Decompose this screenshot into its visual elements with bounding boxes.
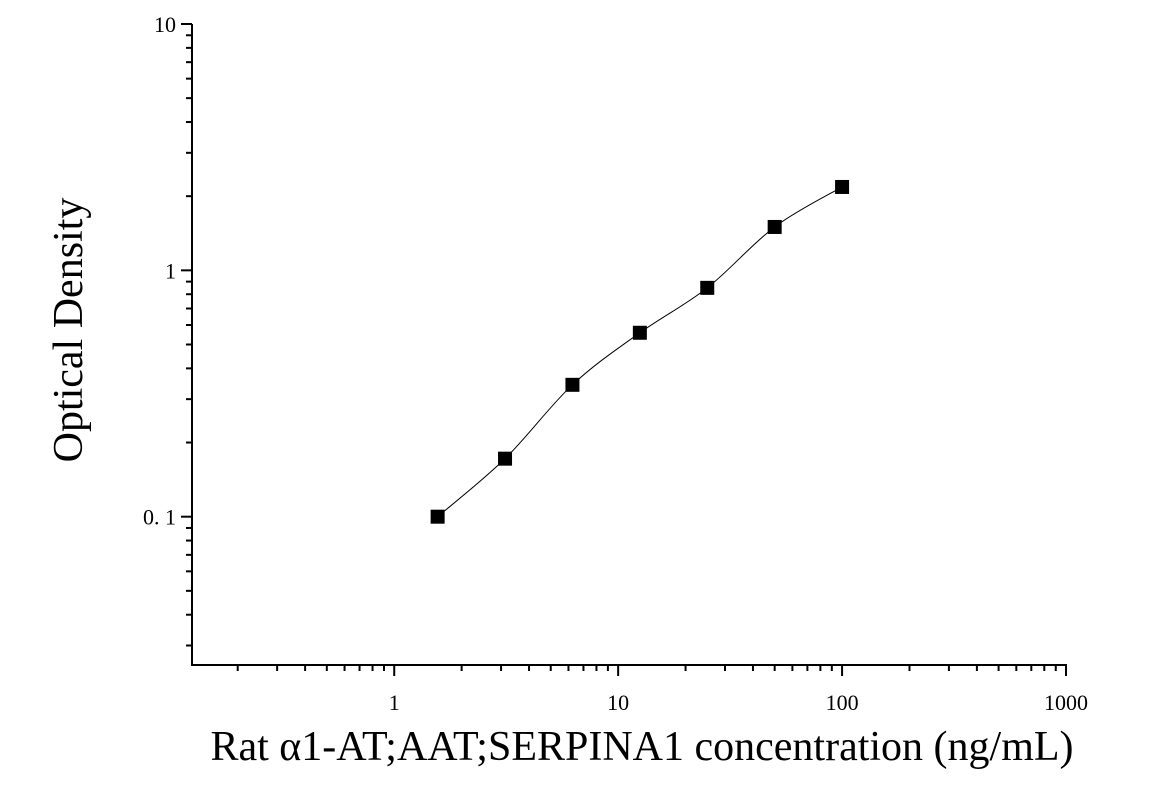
data-point xyxy=(565,377,580,392)
data-point xyxy=(632,325,647,340)
x-tick-label: 10 xyxy=(607,690,629,715)
data-point xyxy=(767,219,782,234)
data-point xyxy=(700,280,715,295)
data-point xyxy=(498,451,513,466)
y-tick-label: 0. 1 xyxy=(143,505,176,530)
x-tick-label: 1 xyxy=(389,690,400,715)
x-axis-title: Rat α1-AT;AAT;SERPINA1 concentration (ng… xyxy=(210,724,1073,770)
y-axis-title: Optical Density xyxy=(46,198,92,463)
y-tick-label: 10 xyxy=(154,12,176,37)
data-point xyxy=(835,179,850,194)
data-point xyxy=(430,509,445,524)
x-tick-label: 100 xyxy=(826,690,859,715)
y-tick-label: 1 xyxy=(165,258,176,283)
x-tick-label: 1000 xyxy=(1044,690,1088,715)
fit-curve xyxy=(437,186,843,518)
